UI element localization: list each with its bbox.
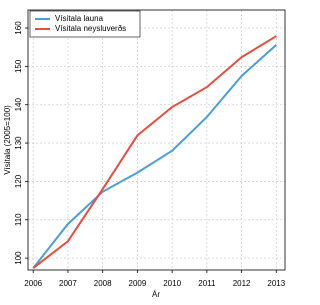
x-tick-label: 2008 — [94, 279, 112, 288]
y-tick-label: 110 — [14, 213, 23, 226]
x-tick-label: 2006 — [24, 279, 42, 288]
y-tick-label: 120 — [14, 174, 23, 188]
x-axis-title: Ár — [152, 290, 160, 299]
y-tick-label: 150 — [14, 59, 23, 73]
data-line — [32, 35, 277, 269]
plot-frame — [27, 9, 286, 271]
chart: Ár Vísitala (2005=100) 100 110 120 130 140 15… — [3, 9, 286, 299]
y-tick-label: 160 — [14, 21, 23, 35]
x-tick-label: 2007 — [59, 279, 77, 288]
legend-box — [29, 10, 141, 38]
x-tick-label: 2010 — [163, 279, 181, 288]
x-tick-label: 2013 — [267, 279, 285, 288]
legend-label: Vísitala neysluverðs — [55, 24, 126, 33]
y-tick-label: 100 — [14, 251, 23, 265]
x-tick-label: 2009 — [129, 279, 147, 288]
y-tick-label: 130 — [14, 136, 23, 150]
data-line — [32, 44, 277, 269]
x-tick-label: 2011 — [198, 279, 216, 288]
y-axis-title: Vísitala (2005=100) — [3, 105, 12, 175]
x-tick-label: 2012 — [233, 279, 251, 288]
legend-label: Vísitala launa — [55, 14, 104, 23]
y-tick-label: 140 — [14, 98, 23, 112]
